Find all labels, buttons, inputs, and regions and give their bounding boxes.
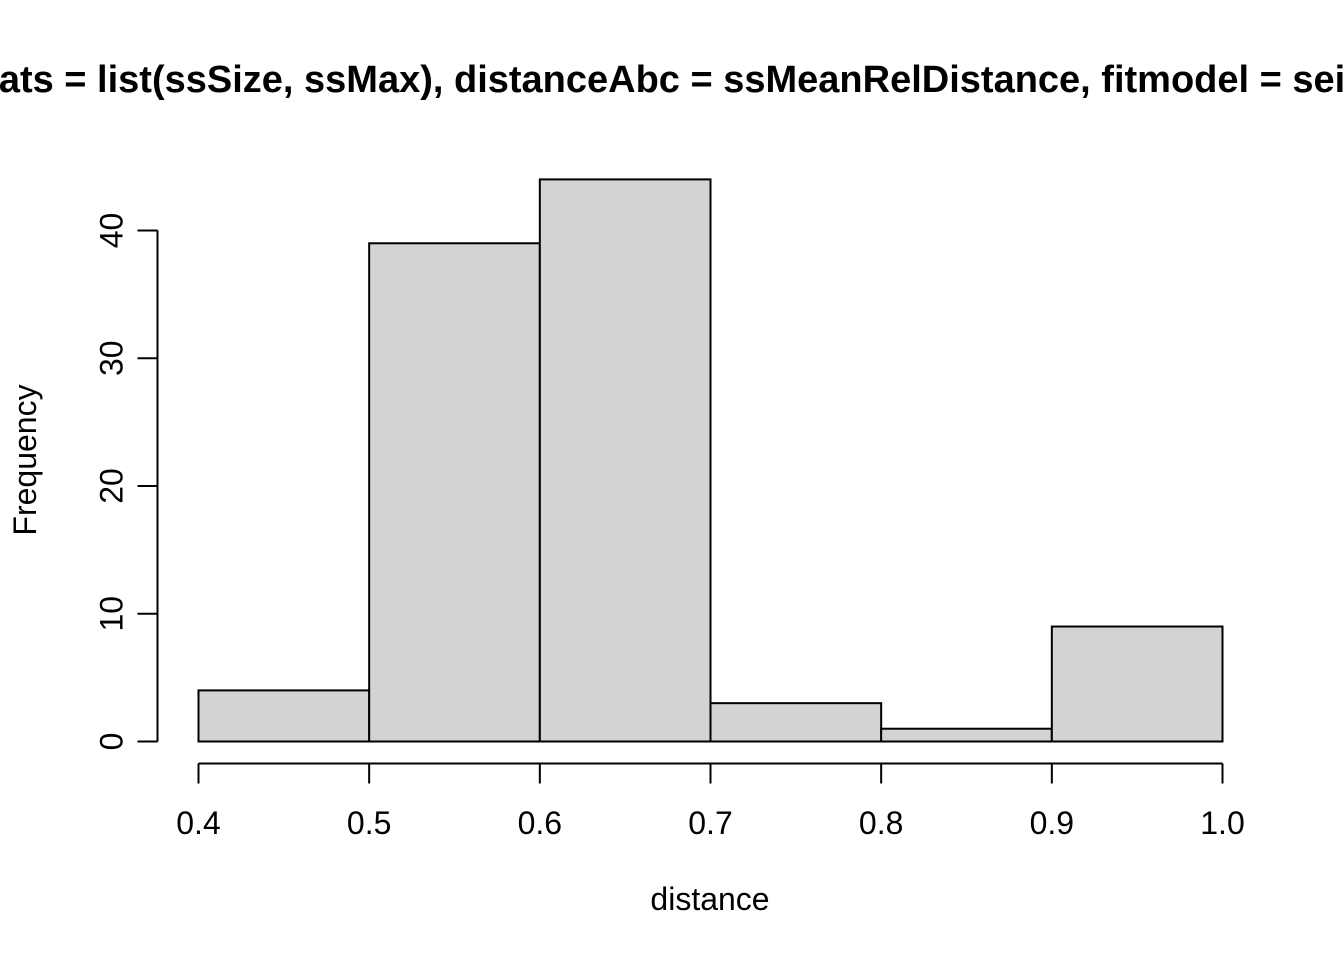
- x-ticks-group: 0.4 0.5 0.6 0.7 0.8 0.9 1.0: [176, 763, 1245, 841]
- x-tick-label-0.4: 0.4: [176, 805, 220, 841]
- histogram-bar-5: [880, 727, 1053, 743]
- y-ticks-group: 0 10 20 30 40: [94, 213, 158, 751]
- histogram-bar-1: [197, 689, 371, 743]
- x-tick-label-0.7: 0.7: [688, 805, 732, 841]
- y-axis-label: Frequency: [7, 384, 43, 535]
- x-tick-label-0.9: 0.9: [1030, 805, 1074, 841]
- y-tick-label-30: 30: [94, 340, 130, 376]
- histogram-bar-3: [538, 178, 712, 743]
- x-tick-label-0.8: 0.8: [859, 805, 903, 841]
- chart-title: ats = list(ssSize, ssMax), distanceAbc =…: [0, 59, 1344, 101]
- x-tick-label-0.6: 0.6: [518, 805, 562, 841]
- y-tick-label-10: 10: [94, 596, 130, 632]
- y-tick-label-40: 40: [94, 213, 130, 249]
- y-tick-label-20: 20: [94, 468, 130, 504]
- x-tick-label-1.0: 1.0: [1200, 805, 1244, 841]
- histogram-bar-4: [709, 702, 883, 743]
- histogram-bar-2: [368, 242, 541, 743]
- y-tick-label-0: 0: [94, 733, 130, 751]
- histogram-bar-6: [1050, 625, 1224, 743]
- x-axis-label: distance: [650, 881, 769, 917]
- x-tick-label-0.5: 0.5: [347, 805, 391, 841]
- bars-group: [197, 178, 1224, 743]
